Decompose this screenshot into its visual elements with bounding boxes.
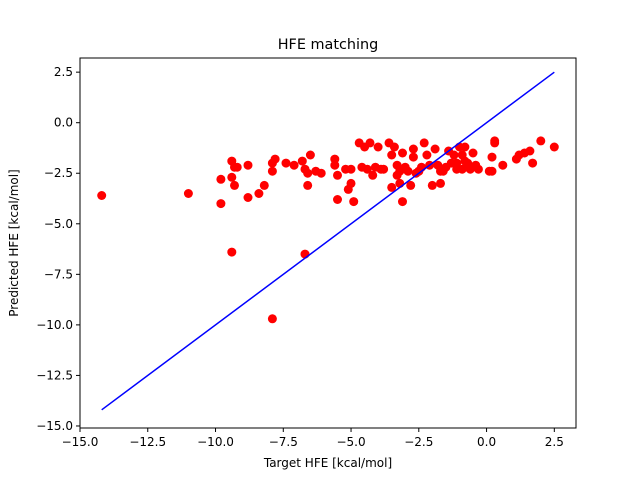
- scatter-point: [305, 150, 315, 160]
- scatter-point: [183, 189, 193, 198]
- scatter-point: [349, 197, 359, 207]
- scatter-point: [473, 164, 483, 174]
- scatter-point: [406, 180, 416, 190]
- scatter-point: [97, 191, 107, 200]
- scatter-point: [362, 164, 372, 174]
- scatter-point: [346, 164, 356, 174]
- scatter-point: [297, 156, 307, 166]
- scatter-point: [449, 150, 459, 160]
- scatter-point: [389, 142, 399, 152]
- scatter-point: [373, 142, 383, 152]
- scatter-point: [232, 162, 242, 172]
- scatter-point: [254, 189, 264, 198]
- scatter-point: [267, 158, 277, 168]
- scatter-point: [281, 158, 291, 168]
- x-axis-label: Target HFE [kcal/mol]: [263, 456, 392, 470]
- scatter-point: [387, 182, 397, 192]
- scatter-point: [368, 170, 378, 180]
- scatter-point: [422, 150, 432, 160]
- scatter-point: [408, 152, 418, 162]
- y-tick-label: −5.0: [44, 217, 73, 231]
- scatter-point: [267, 166, 277, 176]
- scatter-point: [427, 180, 437, 190]
- scatter-point: [398, 197, 407, 207]
- scatter-point: [333, 170, 342, 180]
- plot-area: [97, 71, 559, 411]
- scatter-point: [365, 138, 375, 148]
- x-axis-ticks: −15.0 −12.5 −10.0 −7.5 −5.0 −2.5 0.0 2.5: [62, 428, 564, 449]
- scatter-point: [267, 314, 277, 324]
- scatter-point: [227, 247, 237, 257]
- scatter-point: [430, 144, 440, 154]
- y-axis-ticks: 2.5 0.0 −2.5 −5.0 −7.5 −10.0 −12.5 −15.0: [36, 65, 80, 433]
- scatter-point: [243, 160, 253, 170]
- x-tick-label: −10.0: [197, 435, 234, 449]
- x-tick-label: −12.5: [129, 435, 166, 449]
- scatter-point: [398, 148, 407, 158]
- y-tick-label: −2.5: [44, 166, 73, 180]
- scatter-point: [243, 193, 253, 202]
- scatter-point: [487, 166, 497, 176]
- scatter-point: [436, 178, 445, 188]
- y-tick-label: 0.0: [54, 116, 73, 130]
- scatter-point: [379, 164, 389, 174]
- scatter-point: [419, 138, 429, 148]
- x-tick-label: −7.5: [269, 435, 298, 449]
- scatter-point: [536, 136, 546, 146]
- x-tick-label: −5.0: [336, 435, 365, 449]
- y-tick-label: −15.0: [36, 419, 73, 433]
- x-tick-label: 0.0: [477, 435, 496, 449]
- scatter-point: [403, 166, 413, 176]
- scatter-point: [387, 150, 397, 160]
- identity-line: [101, 71, 555, 411]
- scatter-point: [289, 160, 299, 170]
- x-tick-label: 2.5: [545, 435, 564, 449]
- scatter-point: [525, 146, 535, 156]
- scatter-point: [316, 168, 326, 178]
- y-tick-label: −7.5: [44, 267, 73, 281]
- scatter-point: [303, 180, 313, 190]
- scatter-point: [346, 178, 356, 188]
- x-tick-label: −2.5: [404, 435, 433, 449]
- scatter-point: [487, 152, 497, 162]
- scatter-point: [300, 164, 310, 174]
- chart-title: HFE matching: [278, 37, 379, 53]
- scatter-point: [452, 158, 462, 168]
- scatter-point: [227, 172, 237, 182]
- y-tick-label: 2.5: [54, 65, 73, 79]
- scatter-point: [490, 138, 500, 148]
- scatter-point: [216, 174, 226, 184]
- x-tick-label: −15.0: [62, 435, 99, 449]
- scatter-point: [528, 158, 538, 168]
- scatter-point: [549, 142, 559, 152]
- scatter-point: [216, 199, 226, 209]
- y-axis-label: Predicted HFE [kcal/mol]: [7, 169, 21, 316]
- scatter-point: [468, 148, 478, 158]
- scatter-point: [230, 180, 239, 190]
- y-tick-label: −10.0: [36, 318, 73, 332]
- scatter-point: [460, 142, 470, 152]
- y-tick-label: −12.5: [36, 368, 73, 382]
- scatter-point: [408, 144, 418, 154]
- scatter-point: [330, 160, 340, 170]
- scatter-point: [333, 195, 342, 204]
- scatter-point: [498, 160, 508, 170]
- axes-frame: [79, 57, 577, 429]
- scatter-point: [259, 180, 269, 190]
